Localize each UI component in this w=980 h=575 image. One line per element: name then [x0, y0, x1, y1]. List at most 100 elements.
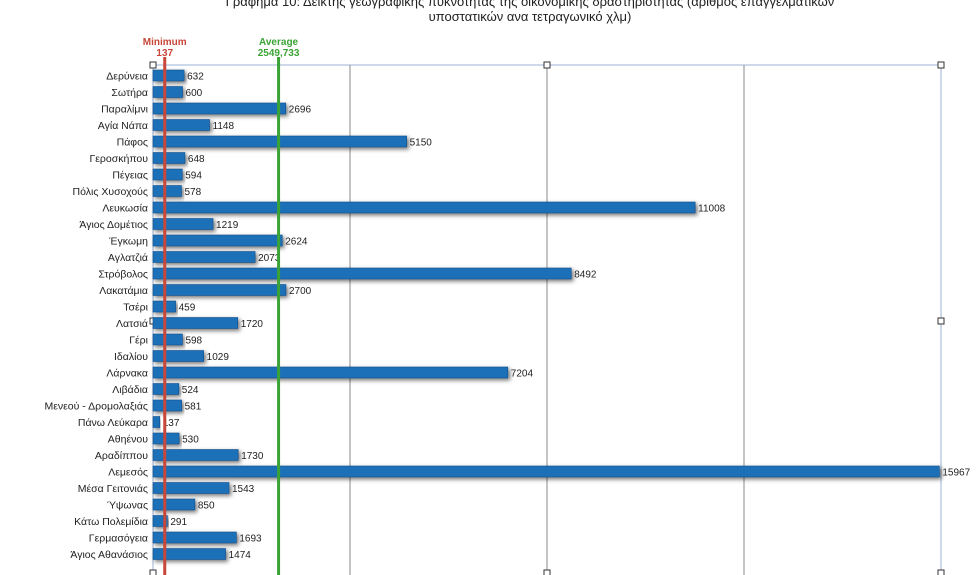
resize-handle[interactable] — [543, 61, 551, 69]
value-label: 1693 — [239, 534, 262, 545]
bar — [152, 399, 182, 412]
bar — [152, 102, 287, 115]
category-label: Λακατάμια — [99, 285, 148, 297]
value-label: 578 — [184, 187, 201, 198]
category-label: Λευκωσία — [102, 203, 148, 215]
category-label: Λάρνακα — [106, 368, 148, 380]
category-label: Πάνω Λεύκαρα — [78, 417, 148, 429]
bar — [152, 86, 183, 98]
value-label: 137 — [163, 418, 180, 429]
bar — [152, 498, 196, 511]
bar — [152, 234, 283, 247]
category-label: Πόλις Χυσοχούς — [73, 186, 148, 198]
value-label: 600 — [186, 88, 203, 99]
category-label: Έγκωμη — [108, 236, 148, 248]
bar — [152, 284, 287, 296]
category-label: Κάτω Πολεμίδια — [74, 516, 148, 528]
value-label: 850 — [198, 501, 215, 512]
value-label: 632 — [187, 72, 204, 83]
category-label: Λιβάδια — [112, 384, 148, 396]
bar — [152, 267, 572, 280]
value-label: 530 — [182, 435, 199, 446]
category-label: Άγιος Δομέτιος — [79, 219, 148, 231]
value-label: 1720 — [241, 319, 264, 330]
resize-handle[interactable] — [937, 569, 945, 575]
category-label: Λεμεσός — [108, 467, 148, 479]
value-label: 11008 — [698, 204, 726, 215]
resize-handle[interactable] — [149, 569, 157, 575]
value-label: 598 — [185, 336, 202, 347]
value-label: 2696 — [289, 105, 312, 116]
value-label: 1219 — [216, 220, 239, 231]
bar — [152, 218, 214, 230]
bar — [152, 548, 226, 560]
category-label: Πέγειας — [112, 170, 148, 182]
resize-handle[interactable] — [149, 61, 157, 69]
bar — [152, 333, 183, 346]
chart-title: Γράφημα 10: Δείκτης γεωγραφικής πυκνότητ… — [80, 0, 980, 24]
category-label: Δερύνεια — [106, 71, 148, 83]
category-label: Αθηένου — [108, 434, 148, 446]
bar — [152, 449, 239, 461]
category-label: Αραδίππου — [95, 450, 148, 462]
bar — [152, 152, 186, 164]
value-label: 2073 — [258, 253, 281, 264]
category-label: Τσέρι — [123, 302, 148, 314]
value-label: 5150 — [410, 138, 433, 149]
value-label: 291 — [170, 517, 187, 528]
category-label: Μενεού - Δρομολαξιάς — [44, 401, 148, 413]
value-label: 7204 — [511, 369, 534, 380]
bar — [152, 168, 183, 181]
bar — [152, 366, 509, 379]
value-label: 1148 — [213, 121, 235, 132]
bar — [152, 515, 168, 527]
category-label: Γέρι — [129, 335, 148, 347]
category-label: Στρόβολος — [98, 269, 148, 281]
category-label: Ιδαλίου — [114, 351, 148, 363]
category-label: Λατσιά — [116, 318, 148, 330]
bar — [152, 119, 210, 131]
value-label: 581 — [185, 402, 202, 413]
minimum-label: Minimum — [143, 37, 187, 48]
value-label: 2624 — [285, 237, 308, 248]
bar — [152, 251, 256, 263]
value-label: 648 — [188, 154, 205, 165]
value-label: 524 — [182, 385, 199, 396]
value-label: 15967 — [942, 468, 970, 479]
value-label: 2700 — [289, 286, 312, 297]
category-label: Άγιος Αθανάσιος — [70, 549, 148, 561]
category-label: Μέσα Γειτονιάς — [78, 483, 148, 495]
average-value: 2549,733 — [258, 48, 300, 59]
resize-handle[interactable] — [937, 61, 945, 69]
bar — [152, 465, 940, 478]
value-label: 1474 — [229, 550, 252, 561]
average-label: Average — [259, 37, 299, 48]
chart-title-line-1: Γράφημα 10: Δείκτης γεωγραφικής πυκνότητ… — [225, 0, 835, 9]
value-label: 1730 — [241, 451, 264, 462]
value-label: 1543 — [232, 484, 255, 495]
bar — [152, 350, 204, 362]
category-label: Σωτήρα — [111, 87, 148, 99]
value-label: 594 — [185, 171, 202, 182]
bar — [152, 317, 239, 329]
bar — [152, 482, 230, 494]
category-label: Γερμασόγεια — [89, 533, 148, 545]
chart-title-line-2: υποστατικών ανα τετραγωνικό χλμ) — [428, 9, 632, 24]
category-label: Ύψωνας — [107, 500, 148, 512]
bar — [152, 416, 161, 428]
category-label: Αγία Νάπα — [98, 120, 148, 132]
bar — [152, 185, 182, 197]
bar — [152, 69, 185, 82]
category-label: Πάφος — [117, 137, 148, 149]
value-label: 459 — [179, 303, 196, 314]
resize-handle[interactable] — [543, 569, 551, 575]
minimum-value: 137 — [156, 48, 173, 59]
category-label: Γεροσκήπου — [89, 153, 148, 165]
bar — [152, 531, 237, 544]
bar — [152, 201, 696, 214]
value-label: 8492 — [574, 270, 597, 281]
value-label: 1029 — [207, 352, 230, 363]
resize-handle[interactable] — [937, 317, 945, 325]
